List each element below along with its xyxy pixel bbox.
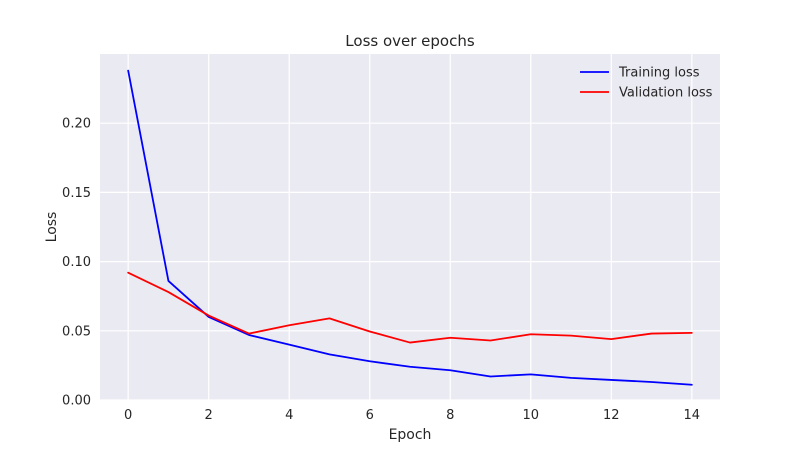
series-layer xyxy=(127,69,693,386)
x-tick-label: 8 xyxy=(446,408,454,423)
x-tick-label: 4 xyxy=(285,408,293,423)
y-axis-label: Loss xyxy=(44,212,60,243)
x-tick-label: 0 xyxy=(124,408,132,423)
x-tick-label: 12 xyxy=(603,408,620,423)
y-tick-label: 0.20 xyxy=(62,117,91,132)
series-line-1 xyxy=(127,271,693,344)
series-line-0 xyxy=(127,69,693,386)
y-tick-label: 0.10 xyxy=(62,255,91,270)
y-tick-label: 0.05 xyxy=(62,324,91,339)
x-tick-label: 6 xyxy=(366,408,374,423)
y-tick-label: 0.00 xyxy=(62,394,91,409)
legend-label: Validation loss xyxy=(619,86,713,101)
legend: Training loss Validation loss xyxy=(580,66,713,101)
tick-labels: 0 2 4 6 8 10 12 14 0.00 0.05 0.10 0.15 0.20 xyxy=(62,117,700,423)
chart-title: Loss over epochs xyxy=(345,32,475,50)
x-axis-label: Epoch xyxy=(389,427,432,443)
x-tick-label: 2 xyxy=(205,408,213,423)
x-tick-label: 14 xyxy=(684,408,701,423)
grid-lines xyxy=(100,54,720,401)
plot-area xyxy=(100,54,720,400)
x-tick-label: 10 xyxy=(523,408,540,423)
legend-label: Training loss xyxy=(618,66,700,81)
y-tick-label: 0.15 xyxy=(62,186,91,201)
